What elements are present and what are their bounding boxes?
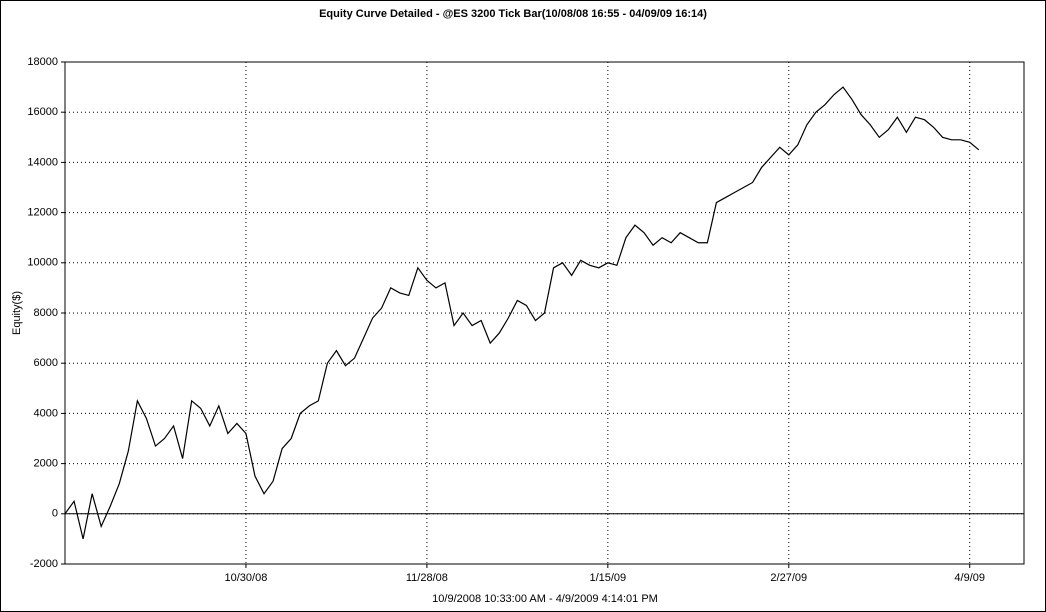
equity-line <box>64 86 980 540</box>
chart-title: Equity Curve Detailed - @ES 3200 Tick Ba… <box>319 8 707 20</box>
y-tick-label: 4000 <box>34 407 58 419</box>
x-tick-label: 1/15/09 <box>589 572 626 584</box>
x-tick-label: 2/27/09 <box>770 572 807 584</box>
x-tick-label: 10/30/08 <box>225 572 268 584</box>
x-tick-label: 11/28/08 <box>406 572 448 584</box>
x-tick-label: 4/9/09 <box>954 572 985 584</box>
y-tick-label: 18000 <box>27 56 58 68</box>
y-tick-label: 14000 <box>27 156 58 168</box>
y-tick-label: 6000 <box>34 357 58 369</box>
y-tick-label: -2000 <box>30 558 58 570</box>
y-tick-label: 10000 <box>27 257 58 269</box>
x-axis-label: 10/9/2008 10:33:00 AM - 4/9/2009 4:14:01… <box>432 593 658 605</box>
y-tick-label: 2000 <box>34 458 58 470</box>
y-tick-label: 8000 <box>34 307 58 319</box>
y-tick-label: 16000 <box>27 106 58 118</box>
y-tick-label: 0 <box>52 508 58 520</box>
y-tick-label: 12000 <box>27 207 58 219</box>
y-axis-label: Equity($) <box>11 291 23 335</box>
